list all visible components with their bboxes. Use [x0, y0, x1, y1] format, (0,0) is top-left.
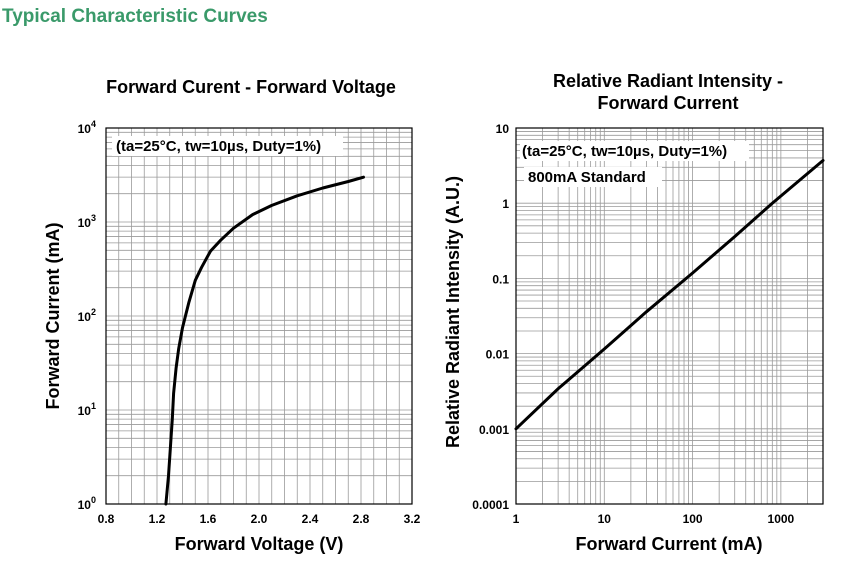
chart1-x-tick-label: 2.4	[302, 512, 319, 526]
chart2-y-tick-label: 0.0001	[472, 498, 509, 512]
chart1-grid	[106, 128, 412, 504]
chart2-y-tick-label: 10	[496, 122, 510, 136]
chart1-y-tick-label: 102	[78, 307, 96, 324]
chart2-y-tick-label: 1	[502, 197, 509, 211]
chart1-x-tick-label: 1.6	[200, 512, 217, 526]
chart1-annotation: (ta=25°C, tw=10µs, Duty=1%)	[116, 138, 321, 155]
chart1-x-tick-label: 2.8	[353, 512, 370, 526]
chart1-title: Forward Curent - Forward Voltage	[106, 77, 396, 97]
chart1-y-tick-label: 100	[78, 495, 96, 512]
chart2-x-tick-label: 1	[513, 512, 520, 526]
chart2-plot-frame	[515, 127, 824, 505]
chart1-x-axis-label: Forward Voltage (V)	[175, 534, 344, 554]
chart1-plot-frame	[105, 127, 413, 505]
chart2-series-line	[514, 159, 825, 431]
chart2-title: Relative Radiant Intensity -Forward Curr…	[553, 71, 783, 113]
chart-relative-intensity-current: Relative Radiant Intensity -Forward Curr…	[443, 71, 825, 554]
chart1-series-line	[164, 175, 365, 506]
chart1-y-tick-label: 103	[78, 213, 96, 230]
chart2-x-tick-label: 1000	[768, 512, 795, 526]
chart2-y-ticks: 0.0001 0.001 0.01 0.1 1 10	[472, 122, 509, 512]
chart1-y-axis-label: Forward Current (mA)	[43, 222, 63, 409]
chart2-annotation: (ta=25°C, tw=10µs, Duty=1%)	[522, 143, 727, 160]
chart2-y-tick-label: 0.1	[492, 272, 509, 286]
chart1-x-tick-label: 1.2	[149, 512, 166, 526]
chart2-grid	[516, 128, 823, 504]
chart2-x-axis-label: Forward Current (mA)	[575, 534, 762, 554]
chart1-y-tick-label: 104	[78, 119, 96, 136]
chart2-x-tick-label: 10	[598, 512, 612, 526]
chart2-x-ticks: 1 10 100 1000	[513, 512, 795, 526]
chart1-annotation-box: (ta=25°C, tw=10µs, Duty=1%)	[112, 136, 343, 156]
chart2-annotation-standard: 800mA Standard	[528, 169, 646, 186]
chart1-x-tick-label: 3.2	[404, 512, 421, 526]
section-title: Typical Characteristic Curves	[2, 6, 268, 27]
chart2-annotation-box: (ta=25°C, tw=10µs, Duty=1%) 800mA Standa…	[520, 141, 749, 187]
chart1-x-tick-label: 0.8	[98, 512, 115, 526]
chart1-y-tick-label: 101	[78, 401, 96, 418]
chart2-y-axis-label: Relative Radiant Intensity (A.U.)	[443, 176, 463, 448]
chart-forward-current-voltage: Forward Curent - Forward Voltage 0.8 1.2 1…	[43, 77, 421, 554]
chart1-x-ticks: 0.8 1.2 1.6 2.0 2.4 2.8 3.2	[98, 512, 421, 526]
chart2-y-tick-label: 0.01	[486, 348, 510, 362]
chart2-x-tick-label: 100	[683, 512, 703, 526]
chart1-x-tick-label: 2.0	[251, 512, 268, 526]
chart1-y-ticks: 100 101 102 103 104	[78, 119, 96, 512]
chart2-y-tick-label: 0.001	[479, 423, 509, 437]
